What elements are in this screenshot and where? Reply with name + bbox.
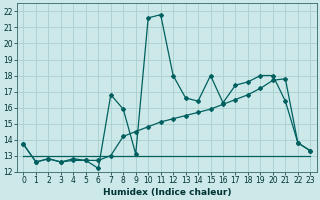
X-axis label: Humidex (Indice chaleur): Humidex (Indice chaleur) xyxy=(103,188,231,197)
